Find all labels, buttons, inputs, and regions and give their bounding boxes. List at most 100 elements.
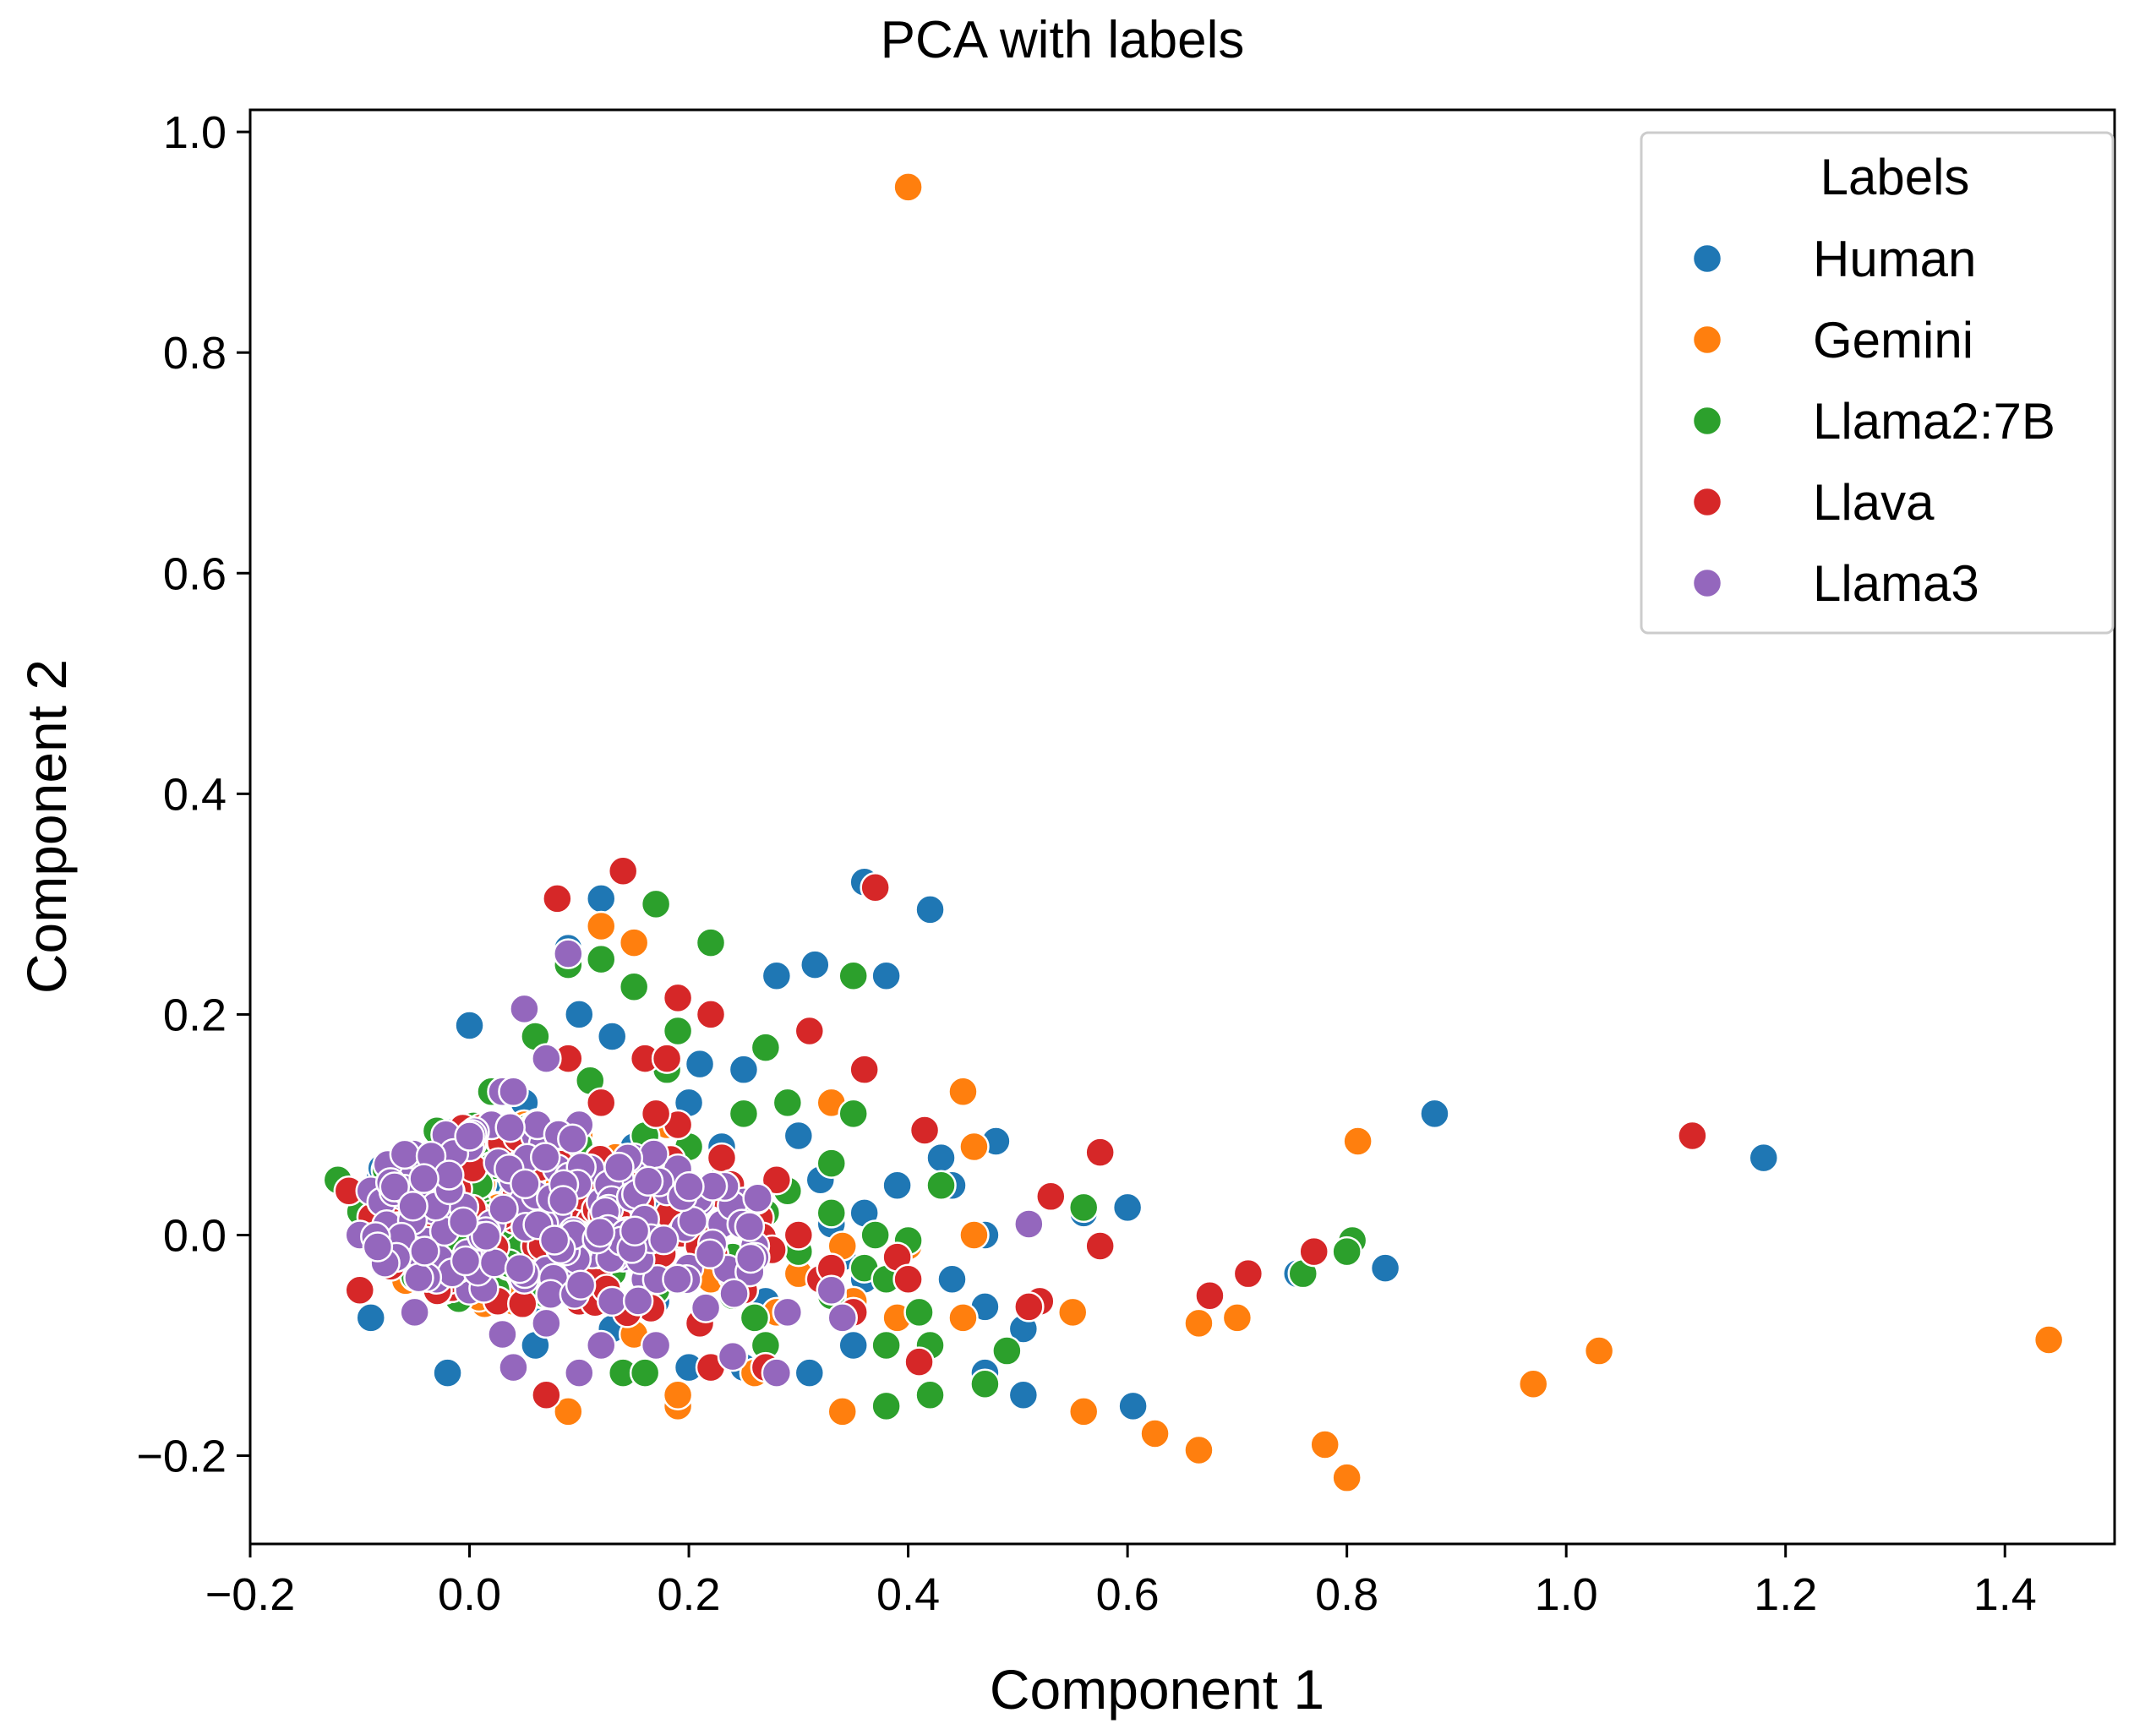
data-point xyxy=(674,1170,705,1203)
data-point xyxy=(739,1302,771,1334)
y-tick-label: −0.2 xyxy=(136,1432,227,1482)
data-point xyxy=(362,1231,394,1263)
data-point xyxy=(662,1263,693,1295)
data-point xyxy=(504,1252,536,1284)
y-tick-label: 1.0 xyxy=(163,107,227,158)
data-point xyxy=(1331,1235,1362,1268)
y-axis-label: Component 2 xyxy=(15,659,78,994)
series-llama3 xyxy=(344,938,1045,1388)
data-point xyxy=(564,1357,595,1388)
data-point xyxy=(969,1368,1001,1399)
legend-marker xyxy=(1691,405,1723,437)
data-point xyxy=(1139,1418,1171,1449)
data-point xyxy=(565,1269,597,1301)
legend-title: Labels xyxy=(1820,149,1970,205)
x-tick-label: 0.6 xyxy=(1096,1569,1160,1620)
data-point xyxy=(1035,1181,1067,1213)
data-point xyxy=(1007,1379,1040,1411)
data-point xyxy=(471,1220,502,1252)
data-point xyxy=(553,938,584,969)
data-point xyxy=(860,1219,891,1251)
legend-box xyxy=(1640,131,2115,635)
data-point xyxy=(607,855,639,886)
data-point xyxy=(734,1211,766,1242)
legend-label: Llama3 xyxy=(1813,555,1979,612)
data-point xyxy=(432,1357,463,1388)
x-tick-label: 0.4 xyxy=(876,1569,940,1620)
data-point xyxy=(1183,1307,1214,1339)
data-point xyxy=(379,1171,411,1203)
data-point xyxy=(632,1165,664,1197)
legend-marker xyxy=(1691,567,1723,599)
data-point xyxy=(728,1098,760,1130)
data-point xyxy=(903,1296,935,1328)
data-point xyxy=(478,1247,510,1279)
legend-label: Human xyxy=(1813,231,1976,287)
data-point xyxy=(827,1302,858,1334)
x-tick-label: 1.4 xyxy=(1973,1569,2037,1620)
legend-marker xyxy=(1691,243,1723,275)
data-point xyxy=(564,999,595,1030)
data-point xyxy=(903,1346,935,1377)
data-point xyxy=(622,1285,654,1317)
data-point xyxy=(434,1159,465,1191)
chart-title: PCA with labels xyxy=(881,11,1245,69)
legend-marker xyxy=(1691,324,1723,356)
data-point xyxy=(509,993,540,1025)
x-tick-label: −0.2 xyxy=(205,1569,296,1620)
data-point xyxy=(783,1120,815,1152)
data-point xyxy=(557,1123,588,1154)
data-point xyxy=(584,1216,616,1248)
y-tick-label: 0.6 xyxy=(163,548,227,599)
data-point xyxy=(510,1168,541,1200)
legend-marker xyxy=(1691,486,1723,518)
y-tick-label: 0.4 xyxy=(163,769,227,820)
data-point xyxy=(800,949,831,980)
data-point xyxy=(761,960,793,991)
data-point xyxy=(772,1087,804,1119)
data-point xyxy=(882,1170,913,1201)
data-point xyxy=(849,1054,880,1085)
x-tick-label: 0.0 xyxy=(438,1569,501,1620)
data-point xyxy=(585,883,617,914)
data-point xyxy=(694,1238,726,1270)
data-point xyxy=(761,1164,793,1196)
data-point xyxy=(640,1329,672,1361)
y-tick-label: 0.2 xyxy=(163,990,227,1040)
data-point xyxy=(2033,1324,2065,1355)
data-point xyxy=(399,1296,430,1328)
data-point xyxy=(728,1054,760,1085)
x-tick-label: 1.0 xyxy=(1535,1569,1598,1620)
data-point xyxy=(531,1307,562,1339)
data-point xyxy=(408,1163,439,1194)
data-point xyxy=(1117,1390,1149,1422)
data-point xyxy=(695,999,727,1030)
data-point xyxy=(529,1142,561,1173)
data-point xyxy=(596,1021,628,1052)
data-point xyxy=(1232,1257,1264,1290)
data-point xyxy=(596,1285,628,1317)
y-tick-label: 0.8 xyxy=(163,328,227,379)
data-point xyxy=(1183,1434,1214,1466)
data-point xyxy=(914,894,946,925)
data-point xyxy=(860,872,891,903)
data-point xyxy=(409,1235,440,1267)
data-point xyxy=(838,960,869,991)
data-point xyxy=(1084,1230,1116,1262)
data-point xyxy=(772,1296,804,1328)
data-point xyxy=(1369,1252,1401,1284)
data-point xyxy=(1111,1192,1143,1224)
data-point xyxy=(734,1242,767,1274)
data-point xyxy=(1013,1208,1045,1240)
data-point xyxy=(947,1302,979,1334)
data-point xyxy=(662,982,694,1014)
data-point xyxy=(1583,1335,1615,1366)
data-point xyxy=(706,1142,738,1174)
data-point xyxy=(531,1043,562,1074)
data-point xyxy=(914,1379,946,1411)
data-point xyxy=(1084,1137,1116,1168)
data-point xyxy=(1677,1120,1708,1152)
x-axis-label: Component 1 xyxy=(990,1658,1324,1721)
data-point xyxy=(450,1245,482,1277)
